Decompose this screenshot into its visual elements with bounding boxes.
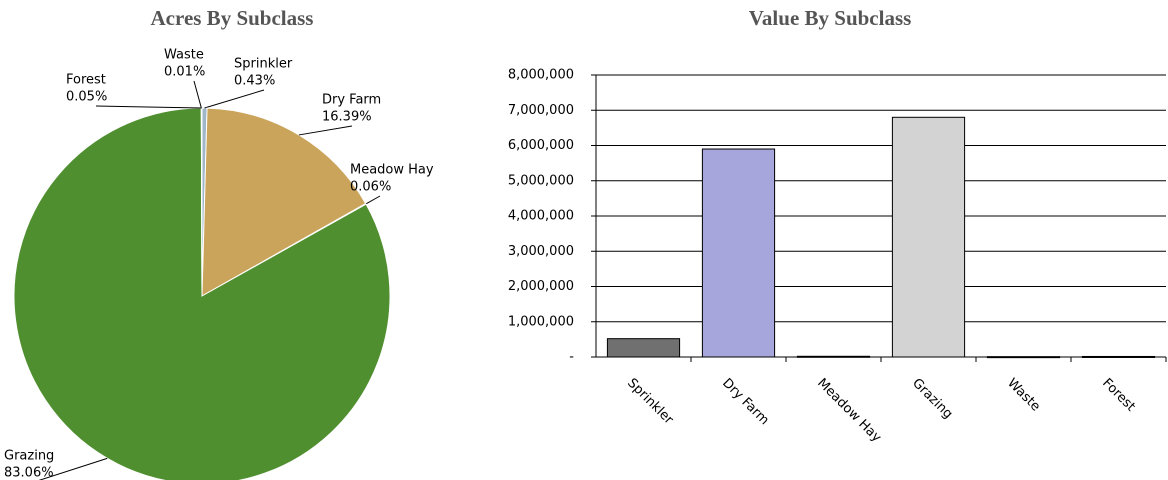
y-tick-label: 4,000,000 (508, 209, 574, 224)
pie-label-value: 83.06% (4, 466, 54, 480)
pie-title: Acres By Subclass (151, 6, 314, 30)
bar (892, 117, 964, 357)
pie-label-name: Forest (66, 73, 106, 88)
x-tick-label: Forest (1099, 376, 1138, 415)
y-tick-label: 6,000,000 (508, 138, 574, 153)
pie-label-value: 0.05% (66, 90, 107, 105)
y-tick-label: 7,000,000 (508, 103, 574, 118)
pie-label-name: Meadow Hay (350, 163, 434, 178)
leader-line (194, 81, 201, 108)
x-tick-label: Sprinkler (624, 376, 676, 428)
leader-line (96, 106, 202, 108)
pie-label-value: 0.01% (164, 65, 205, 80)
pie-label-name: Waste (164, 48, 204, 63)
y-tick-label: 1,000,000 (508, 314, 574, 329)
x-tick-label: Dry Farm (719, 376, 771, 428)
bar-title: Value By Subclass (749, 6, 912, 30)
y-tick-label: 5,000,000 (508, 173, 574, 188)
pie-label-name: Dry Farm (322, 93, 381, 108)
chart: Acres By Subclass Value By Subclass Spri… (0, 0, 1168, 480)
bar (702, 149, 774, 357)
x-tick-label: Waste (1004, 376, 1043, 415)
pie-label-name: Grazing (4, 449, 54, 464)
y-tick-label: 3,000,000 (508, 244, 574, 259)
pie-label-value: 0.06% (350, 180, 391, 195)
bar (987, 357, 1059, 358)
bar (797, 356, 869, 357)
leader-line (366, 196, 380, 204)
bar (607, 339, 679, 357)
bar (1082, 356, 1154, 357)
pie-label-value: 16.39% (322, 110, 372, 125)
x-tick-label: Grazing (909, 376, 955, 422)
pie-slice (201, 108, 202, 296)
leader-line (299, 126, 352, 135)
y-tick-label: - (569, 350, 574, 365)
leader-line (205, 90, 264, 108)
y-tick-label: 2,000,000 (508, 279, 574, 294)
y-tick-label: 8,000,000 (508, 68, 574, 83)
x-tick-label: Meadow Hay (814, 376, 884, 446)
pie-label-value: 0.43% (234, 74, 275, 89)
pie-label-name: Sprinkler (234, 57, 293, 72)
